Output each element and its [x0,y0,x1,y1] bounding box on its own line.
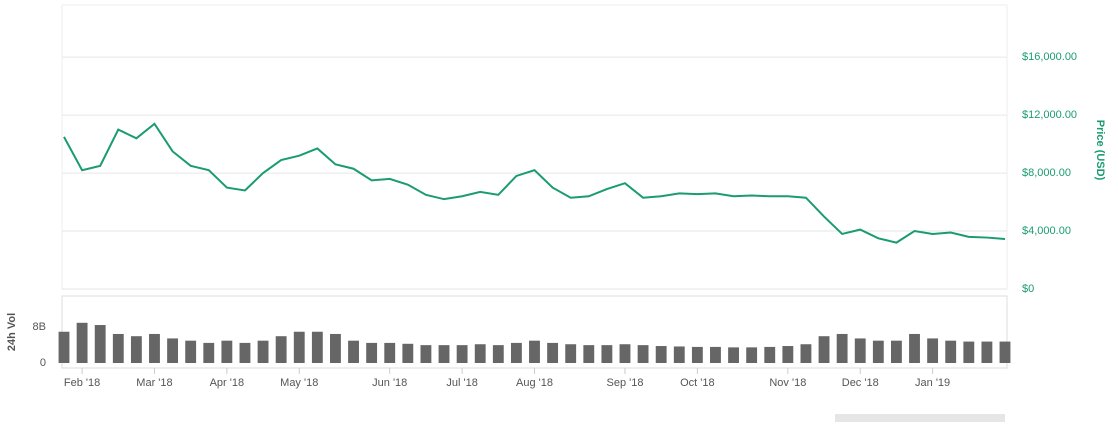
volume-bar [583,345,595,363]
volume-bar [673,346,685,363]
volume-bar [58,331,70,363]
x-tick-label: Jan '19 [915,377,950,389]
x-tick-label: Nov '18 [769,377,806,389]
price-axis-title: Price (USD) [1094,120,1106,181]
volume-bar [710,346,721,363]
volume-bar [420,345,432,363]
y-tick-label: $8,000.00 [1022,167,1071,179]
navigator[interactable] [835,414,1005,422]
volume-bar [112,333,124,363]
x-tick-label: Mar '18 [136,377,172,389]
volume-bar [691,346,703,363]
volume-axis-title: 24h Vol [6,313,18,351]
volume-bar [185,340,197,363]
volume-bar [130,336,142,363]
volume-bar [728,347,739,363]
volume-bar [890,340,902,363]
volume-bar [800,344,812,363]
volume-bar [764,346,776,363]
volume-bar [945,340,957,363]
x-tick-label: Dec '18 [842,377,879,389]
x-tick-label: Aug '18 [516,377,553,389]
volume-bar [348,340,359,363]
volume-bar [76,322,88,363]
price-line [63,122,1006,244]
x-tick-label: Oct '18 [680,377,715,389]
volume-bar [746,347,758,363]
x-tick-label: Sep '18 [606,377,643,389]
y-tick-label: 0 [40,357,46,369]
y-tick-label: 8B [33,321,46,333]
y-tick-label: $12,000.00 [1022,109,1077,121]
volume-bar [619,344,631,363]
volume-bar [94,325,106,363]
volume-bar [474,344,486,363]
volume-bar [510,342,522,363]
volume-bar [402,343,414,363]
volume-bar [927,338,939,363]
volume-bar [203,342,215,363]
price-frame [61,4,1008,290]
volume-bar [565,344,577,363]
volume-bar [492,345,504,363]
volume-bar [601,345,613,363]
volume-bar [529,340,540,363]
y-tick-label: $16,000.00 [1022,51,1077,63]
x-tick-label: Feb '18 [64,377,100,389]
volume-bar [239,342,251,363]
volume-bar [438,345,450,363]
volume-bar [275,336,287,363]
volume-bar [293,331,305,363]
volume-bar [872,340,884,363]
volume-bar [257,340,269,363]
volume-bar [330,333,341,363]
volume-bar [366,342,378,363]
volume-bar [836,333,848,363]
volume-bar [854,338,866,363]
volume-bar [655,346,667,363]
x-tick-label: Jun '18 [372,377,407,389]
volume-bar [221,340,233,363]
y-tick-label: $4,000.00 [1022,225,1071,237]
volume-bar [909,333,920,363]
volume-bar [818,336,830,363]
x-tick-label: Apr '18 [210,377,245,389]
volume-bar [456,345,468,363]
volume-bar [981,341,993,363]
x-tick-label: May '18 [280,377,318,389]
volume-bar [637,345,649,363]
volume-bar [963,341,975,363]
volume-bar [782,346,794,363]
volume-bar [167,338,179,363]
x-tick-label: Jul '18 [446,377,477,389]
volume-bar [547,342,559,363]
volume-bar [149,333,160,363]
volume-bar [999,341,1011,363]
volume-bar [311,331,323,363]
volume-bar [384,342,396,363]
y-tick-label: $0 [1022,283,1034,295]
